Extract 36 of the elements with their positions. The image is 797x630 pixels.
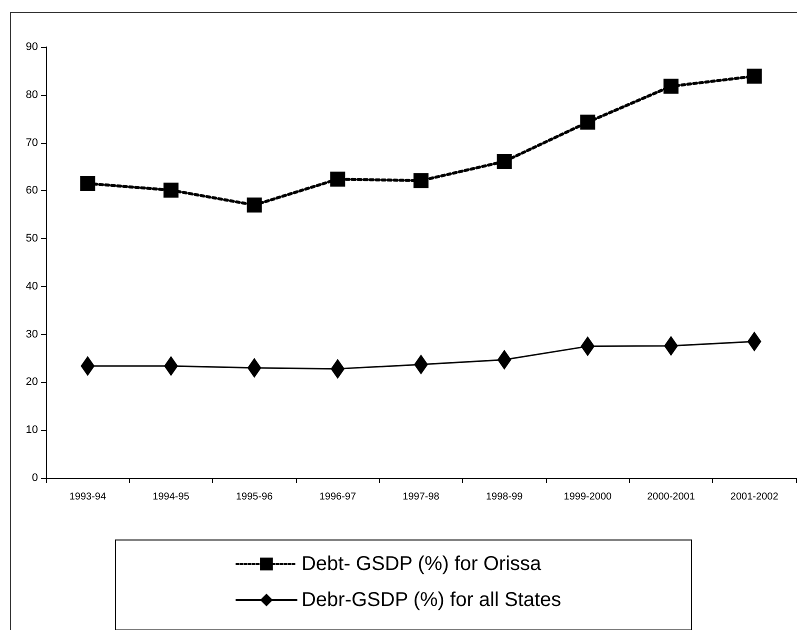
point: [664, 78, 678, 94]
x-tick-label: 2000-2001: [647, 492, 696, 502]
point: [414, 173, 428, 188]
point: [246, 198, 262, 213]
point: [747, 332, 762, 352]
x-tick-label: 1996-97: [319, 492, 356, 502]
point: [330, 358, 345, 379]
y-tick-label: 20: [26, 376, 38, 388]
x-tick-label: 1993-94: [69, 492, 106, 502]
y-tick-label: 70: [26, 136, 38, 149]
point: [580, 114, 596, 130]
point: [164, 182, 178, 198]
x-tick-label: 1999-2000: [564, 492, 612, 502]
legend-label: Debr-GSDP (%) for all States: [301, 589, 562, 611]
point: [496, 154, 512, 169]
y-tick-label: 60: [26, 184, 38, 197]
point: [247, 358, 262, 378]
x-tick-label: 1994-95: [152, 492, 190, 502]
x-tick-label: 2001-2002: [730, 492, 779, 502]
x-tick-label: 1995-96: [236, 492, 274, 502]
y-tick-label: 0: [32, 472, 38, 484]
y-tick-label: 40: [26, 280, 38, 292]
point: [330, 172, 346, 187]
point: [80, 356, 95, 376]
legend-label: Debt- GSDP (%) for Orissa: [301, 553, 542, 575]
point: [497, 350, 512, 370]
y-tick-label: 90: [26, 41, 38, 53]
y-tick-label: 30: [26, 328, 38, 340]
point: [80, 176, 96, 191]
point: [580, 336, 595, 356]
y-tick-label: 50: [26, 232, 38, 245]
x-tick-label: 1997-98: [402, 492, 440, 502]
y-tick-label: 80: [26, 88, 38, 101]
y-tick-label: 10: [26, 424, 38, 436]
x-tick-label: 1998-99: [486, 492, 524, 502]
point: [746, 68, 762, 84]
